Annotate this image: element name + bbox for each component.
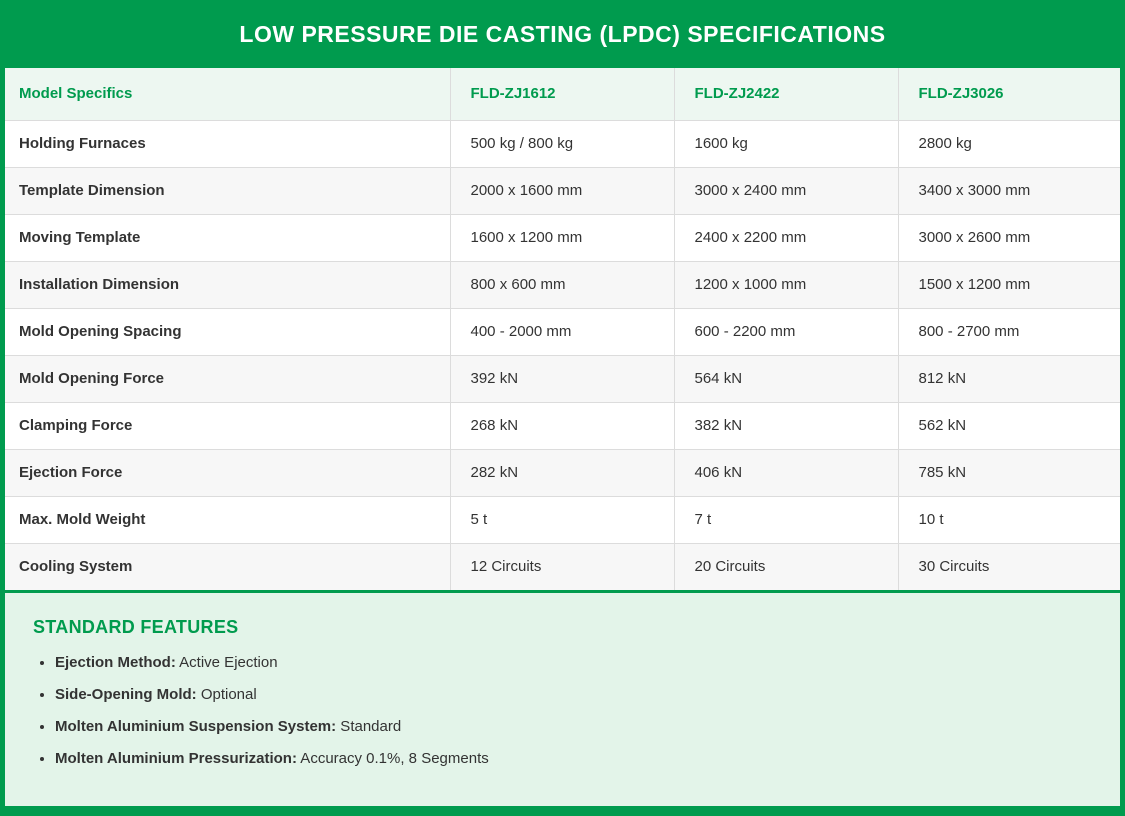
feature-value: Accuracy 0.1%, 8 Segments [296,750,489,767]
row-value: 564 kN [673,355,898,402]
column-header-model-specifics: Model Specifics [19,85,133,103]
row-value: 30 Circuits [897,543,1120,590]
row-value: 500 kg / 800 kg [449,120,674,167]
row-value: 785 kN [897,449,1120,496]
row-label: Moving Template [19,229,141,246]
table-row: Moving Template 1600 x 1200 mm 2400 x 2200… [5,214,1120,261]
table-row: Mold Opening Force 392 kN 564 kN 812 kN [5,355,1120,402]
row-value: 20 Circuits [673,543,898,590]
row-value: 400 - 2000 mm [449,308,674,355]
column-header-fld-zj3026: FLD-ZJ3026 [897,68,1120,120]
column-header-fld-zj1612: FLD-ZJ1612 [449,68,674,120]
row-value: 12 Circuits [449,543,674,590]
table-row: Ejection Force 282 kN 406 kN 785 kN [5,449,1120,496]
feature-label: Molten Aluminium Suspension System: [55,718,337,735]
table-row: Cooling System 12 Circuits 20 Circuits 30 C… [5,543,1120,590]
row-value: 1600 kg [673,120,898,167]
row-value: 382 kN [673,402,898,449]
table-row: Clamping Force 268 kN 382 kN 562 kN [5,402,1120,449]
spec-table: Model Specifics FLD-ZJ1612 FLD-ZJ2422 FL… [5,68,1120,590]
spec-table-header-row: Model Specifics FLD-ZJ1612 FLD-ZJ2422 FL… [5,68,1120,120]
row-value: 2800 kg [897,120,1120,167]
row-value: 1600 x 1200 mm [449,214,674,261]
row-label: Ejection Force [19,464,123,481]
table-row: Installation Dimension 800 x 600 mm 1200 x… [5,261,1120,308]
feature-label: Side-Opening Mold: [55,686,197,703]
row-value: 812 kN [897,355,1120,402]
row-label: Mold Opening Spacing [19,323,182,340]
row-value: 600 - 2200 mm [673,308,898,355]
row-label: Installation Dimension [19,276,180,293]
feature-item: Ejection Method: Active Ejection [55,654,1092,672]
row-value: 7 t [673,496,898,543]
row-label: Max. Mold Weight [19,511,146,528]
feature-item: Side-Opening Mold: Optional [55,686,1092,704]
content-frame: Model Specifics FLD-ZJ1612 FLD-ZJ2422 FL… [5,68,1120,806]
row-label: Cooling System [19,558,133,576]
row-value: 3000 x 2600 mm [897,214,1120,261]
table-row: Mold Opening Spacing 400 - 2000 mm 600 - 2… [5,308,1120,355]
row-value: 392 kN [449,355,674,402]
spec-table-head: Model Specifics FLD-ZJ1612 FLD-ZJ2422 FL… [5,68,1120,120]
page-header-banner: LOW PRESSURE DIE CASTING (LPDC) SPECIFIC… [0,0,1125,68]
row-value: 282 kN [449,449,674,496]
standard-features-heading: STANDARD FEATURES [33,617,239,637]
row-label: Clamping Force [19,417,133,434]
row-label: Holding Furnaces [19,135,146,152]
page-title: LOW PRESSURE DIE CASTING (LPDC) SPECIFIC… [239,20,886,47]
feature-item: Molten Aluminium Suspension System: Stan… [55,718,1092,736]
row-value: 406 kN [673,449,898,496]
row-value: 3400 x 3000 mm [897,167,1120,214]
feature-label: Ejection Method: [55,654,176,671]
row-label: Template Dimension [19,182,165,199]
feature-value: Optional [196,686,257,703]
feature-label: Molten Aluminium Pressurization: [55,750,297,767]
row-value: 1200 x 1000 mm [673,261,898,308]
row-label: Mold Opening Force [19,370,164,387]
table-row: Template Dimension 2000 x 1600 mm 3000 x 2… [5,167,1120,214]
row-value: 2000 x 1600 mm [449,167,674,214]
feature-value: Active Ejection [175,654,278,671]
table-row: Holding Furnaces 500 kg / 800 kg 1600 kg 28… [5,120,1120,167]
column-header-fld-zj2422: FLD-ZJ2422 [673,68,898,120]
row-value: 10 t [897,496,1120,543]
row-value: 5 t [449,496,674,543]
standard-features-panel: STANDARD FEATURES Ejection Method: Activ… [5,590,1120,806]
row-value: 800 x 600 mm [449,261,674,308]
feature-value: Standard [336,718,402,735]
row-value: 268 kN [449,402,674,449]
row-value: 2400 x 2200 mm [673,214,898,261]
feature-item: Molten Aluminium Pressurization: Accurac… [55,750,1092,768]
row-value: 1500 x 1200 mm [897,261,1120,308]
row-value: 3000 x 2400 mm [673,167,898,214]
row-value: 800 - 2700 mm [897,308,1120,355]
spec-table-body: Holding Furnaces 500 kg / 800 kg 1600 kg 28… [5,120,1120,590]
row-value: 562 kN [897,402,1120,449]
standard-features-list: Ejection Method: Active Ejection Side-Ope… [55,654,1092,768]
